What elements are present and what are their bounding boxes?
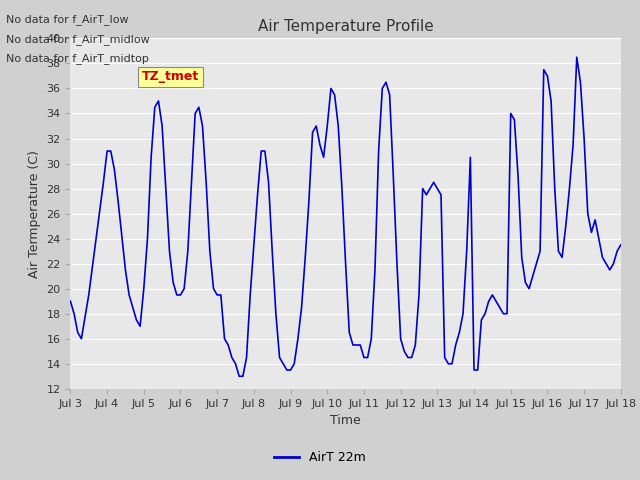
Title: Air Temperature Profile: Air Temperature Profile (258, 20, 433, 35)
Text: No data for f_AirT_midlow: No data for f_AirT_midlow (6, 34, 150, 45)
Text: No data for f_AirT_low: No data for f_AirT_low (6, 14, 129, 25)
X-axis label: Time: Time (330, 414, 361, 427)
Text: TZ_tmet: TZ_tmet (142, 71, 199, 84)
Text: No data for f_AirT_midtop: No data for f_AirT_midtop (6, 53, 149, 64)
Y-axis label: Air Termperature (C): Air Termperature (C) (28, 150, 41, 277)
Legend: AirT 22m: AirT 22m (269, 446, 371, 469)
